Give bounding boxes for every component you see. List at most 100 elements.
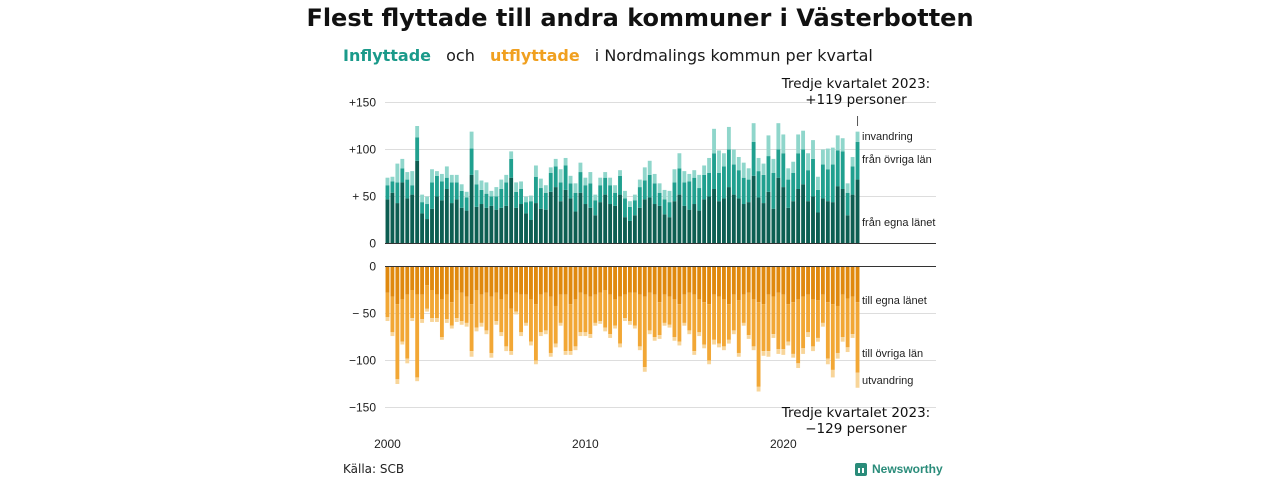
bar-in-segment xyxy=(484,193,489,208)
bar-out-segment xyxy=(623,318,627,322)
bar-out-segment xyxy=(672,337,677,341)
bar-out-segment xyxy=(712,266,716,295)
bar-out-segment xyxy=(499,299,504,333)
bar-in-segment xyxy=(816,189,820,213)
bar-out-segment xyxy=(400,266,405,300)
source-note: Källa: SCB xyxy=(343,462,405,476)
bar-in-segment xyxy=(702,199,707,244)
bar-in-segment xyxy=(707,173,712,197)
bar-in-segment xyxy=(390,176,395,182)
bar-in-segment xyxy=(494,196,499,210)
bar-in-segment xyxy=(405,198,410,244)
bar-out-segment xyxy=(588,266,593,297)
bar-out-segment xyxy=(484,330,489,335)
bar-in-segment xyxy=(464,197,469,211)
bar-out-segment xyxy=(469,351,474,357)
bar-in-segment xyxy=(776,177,781,244)
bar-out-segment xyxy=(538,332,543,337)
bar-in-segment xyxy=(533,203,538,244)
bar-in-segment xyxy=(751,141,756,176)
bar-in-segment xyxy=(593,200,598,216)
bar-out-segment xyxy=(840,266,845,295)
bar-in-segment xyxy=(524,202,528,214)
bar-in-segment xyxy=(598,185,603,203)
annotation-bottom-line1: Tredje kvartalet 2023: xyxy=(781,405,930,421)
bar-out-segment xyxy=(712,339,716,345)
subtitle-utflyttade: utflyttade xyxy=(489,46,580,65)
bar-in-segment xyxy=(449,182,454,204)
bar-in-segment xyxy=(568,183,573,199)
y-tick-label-out: 0 xyxy=(369,260,376,274)
bar-in-segment xyxy=(756,157,761,172)
bar-out-segment xyxy=(736,352,741,357)
bar-out-segment xyxy=(632,266,637,293)
bar-in-segment xyxy=(722,198,726,244)
bar-out-segment xyxy=(687,330,692,335)
bar-in-segment xyxy=(509,158,514,178)
bar-in-segment xyxy=(504,174,509,183)
bar-in-segment xyxy=(736,157,741,171)
bar-in-segment xyxy=(390,181,395,193)
bar-in-segment xyxy=(553,158,558,167)
bar-out-segment xyxy=(430,290,434,319)
y-tick-label-in: +100 xyxy=(349,143,376,157)
bar-in-segment xyxy=(697,210,702,244)
bar-out-segment xyxy=(439,337,444,340)
bar-in-segment xyxy=(484,182,489,194)
bar-out-segment xyxy=(756,266,761,303)
bar-in-segment xyxy=(682,205,687,244)
bar-in-segment xyxy=(820,198,825,244)
bar-out-segment xyxy=(677,266,682,305)
bar-in-segment xyxy=(533,165,538,177)
bar-in-segment xyxy=(707,157,712,173)
bar-out-segment xyxy=(435,294,439,319)
bar-out-segment xyxy=(618,296,622,344)
bar-out-segment xyxy=(702,266,707,303)
bar-out-segment xyxy=(845,347,850,353)
bar-out-segment xyxy=(469,266,474,305)
bar-in-segment xyxy=(558,182,563,202)
bar-in-segment xyxy=(420,202,425,214)
bar-out-segment xyxy=(801,296,806,349)
bar-out-segment xyxy=(410,290,415,319)
bar-out-segment xyxy=(563,294,568,352)
annotation-bottom-line2: −129 personer xyxy=(805,421,907,437)
bar-in-segment xyxy=(603,177,608,195)
bar-out-segment xyxy=(801,348,806,354)
bar-in-segment xyxy=(504,182,509,206)
bar-in-segment xyxy=(712,188,716,244)
bar-in-segment xyxy=(623,198,627,218)
bar-in-segment xyxy=(830,202,835,244)
bar-in-segment xyxy=(469,174,474,244)
bar-in-segment xyxy=(667,217,672,244)
bar-in-segment xyxy=(781,153,786,188)
bar-in-segment xyxy=(746,202,751,244)
bar-in-segment xyxy=(588,172,593,184)
bar-in-segment xyxy=(568,198,573,244)
bar-in-segment xyxy=(657,205,662,244)
bar-out-segment xyxy=(459,321,464,325)
bar-in-segment xyxy=(410,171,415,186)
bar-out-segment xyxy=(613,299,618,326)
bar-out-segment xyxy=(435,318,439,322)
bar-in-segment xyxy=(741,204,746,244)
bar-in-segment xyxy=(677,153,682,169)
bar-in-segment xyxy=(825,169,830,202)
bar-out-segment xyxy=(642,296,647,368)
bar-out-segment xyxy=(761,266,766,305)
bar-in-segment xyxy=(840,138,845,152)
bar-out-segment xyxy=(816,300,820,338)
bar-in-segment xyxy=(533,176,538,204)
bar-out-segment xyxy=(519,332,523,337)
bar-out-segment xyxy=(766,266,771,295)
bar-out-segment xyxy=(657,335,662,339)
bar-out-segment xyxy=(593,266,598,295)
bar-out-segment xyxy=(741,266,746,295)
x-tick-label: 2000 xyxy=(374,437,401,451)
bar-in-segment xyxy=(519,188,523,205)
bar-out-segment xyxy=(454,266,459,290)
bar-in-segment xyxy=(835,186,840,244)
series-label-out: till egna länet xyxy=(862,295,927,307)
bar-out-segment xyxy=(766,351,771,357)
x-tick-label: 2010 xyxy=(572,437,599,451)
